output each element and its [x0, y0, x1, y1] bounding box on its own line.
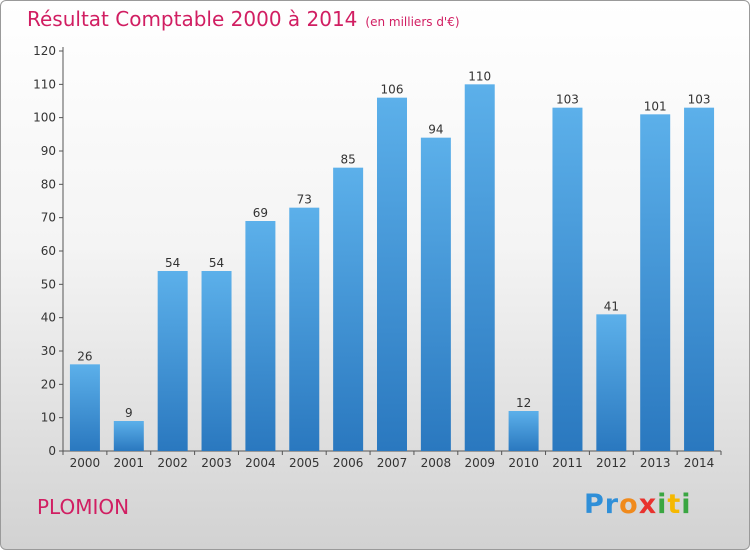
x-tick-label: 2010: [508, 456, 539, 470]
bar: [113, 421, 144, 451]
y-tick-label: 0: [48, 444, 56, 458]
bar: [596, 314, 627, 451]
chart-labels: 2000 26 2001 9 2002 54 2003 54 2004 69 2005 73 2006 8…: [70, 69, 715, 470]
proxiti-logo[interactable]: Proxiti: [584, 489, 692, 520]
bar: [508, 411, 539, 451]
x-tick-label: 2012: [596, 456, 627, 470]
bar-value-label: 69: [253, 206, 268, 220]
bar-value-label: 103: [556, 93, 579, 107]
logo-letter: P: [584, 489, 605, 520]
bar-value-label: 94: [428, 123, 443, 137]
x-tick-label: 2014: [684, 456, 715, 470]
y-tick-label: 70: [41, 211, 56, 225]
x-tick-label: 2008: [421, 456, 452, 470]
bar-value-label: 54: [165, 256, 180, 270]
x-tick-label: 2002: [157, 456, 188, 470]
bar: [245, 221, 276, 451]
logo-letter: o: [619, 489, 639, 520]
bar-value-label: 110: [468, 69, 491, 83]
bar: [289, 207, 320, 451]
x-tick-label: 2011: [552, 456, 583, 470]
chart-bars: [69, 84, 715, 452]
bar: [333, 167, 364, 451]
bar-value-label: 101: [644, 99, 667, 113]
bar-value-label: 85: [340, 153, 355, 167]
y-tick-label: 40: [41, 311, 56, 325]
bar: [377, 97, 407, 452]
place-name: PLOMION: [37, 495, 130, 519]
y-tick-label: 10: [41, 411, 56, 425]
x-tick-label: 2001: [114, 456, 145, 470]
bar-value-label: 54: [209, 256, 224, 270]
chart-title: Résultat Comptable 2000 à 2014 (en millie…: [27, 7, 460, 31]
x-tick-label: 2007: [377, 456, 408, 470]
bar: [157, 271, 188, 451]
bar-value-label: 73: [297, 193, 312, 207]
x-tick-label: 2013: [640, 456, 671, 470]
bar: [684, 107, 715, 452]
bar: [640, 114, 671, 451]
y-tick-label: 20: [41, 377, 56, 391]
chart-subtitle: (en milliers d'€): [365, 15, 460, 29]
x-tick-label: 2005: [289, 456, 320, 470]
bar-value-label: 12: [516, 396, 531, 410]
y-tick-label: 80: [41, 177, 56, 191]
y-tick-label: 90: [41, 144, 56, 158]
y-tick-label: 110: [33, 77, 56, 91]
bar: [420, 137, 451, 451]
bar-value-label: 103: [688, 93, 711, 107]
x-tick-label: 2000: [70, 456, 101, 470]
logo-letter: i: [657, 489, 668, 520]
logo-letter: x: [638, 489, 658, 520]
bar-value-label: 106: [381, 83, 404, 97]
bar: [552, 107, 583, 452]
x-tick-label: 2009: [464, 456, 495, 470]
logo-letter: r: [604, 489, 620, 520]
logo-letter: t: [667, 489, 682, 520]
y-tick-label: 100: [33, 111, 56, 125]
bar: [464, 84, 495, 451]
bar-value-label: 41: [604, 299, 619, 313]
y-tick-label: 60: [41, 244, 56, 258]
bar-value-label: 9: [125, 406, 133, 420]
bar-value-label: 26: [77, 349, 92, 363]
chart-title-text: Résultat Comptable 2000 à 2014: [27, 7, 358, 31]
y-tick-label: 120: [33, 44, 56, 58]
y-tick-label: 50: [41, 277, 56, 291]
logo-letter: i: [681, 489, 692, 520]
x-tick-label: 2004: [245, 456, 276, 470]
y-tick-label: 30: [41, 344, 56, 358]
bar: [69, 364, 100, 451]
x-tick-label: 2006: [333, 456, 364, 470]
bar: [201, 271, 232, 451]
x-tick-label: 2003: [201, 456, 232, 470]
chart-axes: 0 10 20 30 40 50 60 70 80 90 100 110 120: [33, 44, 722, 458]
